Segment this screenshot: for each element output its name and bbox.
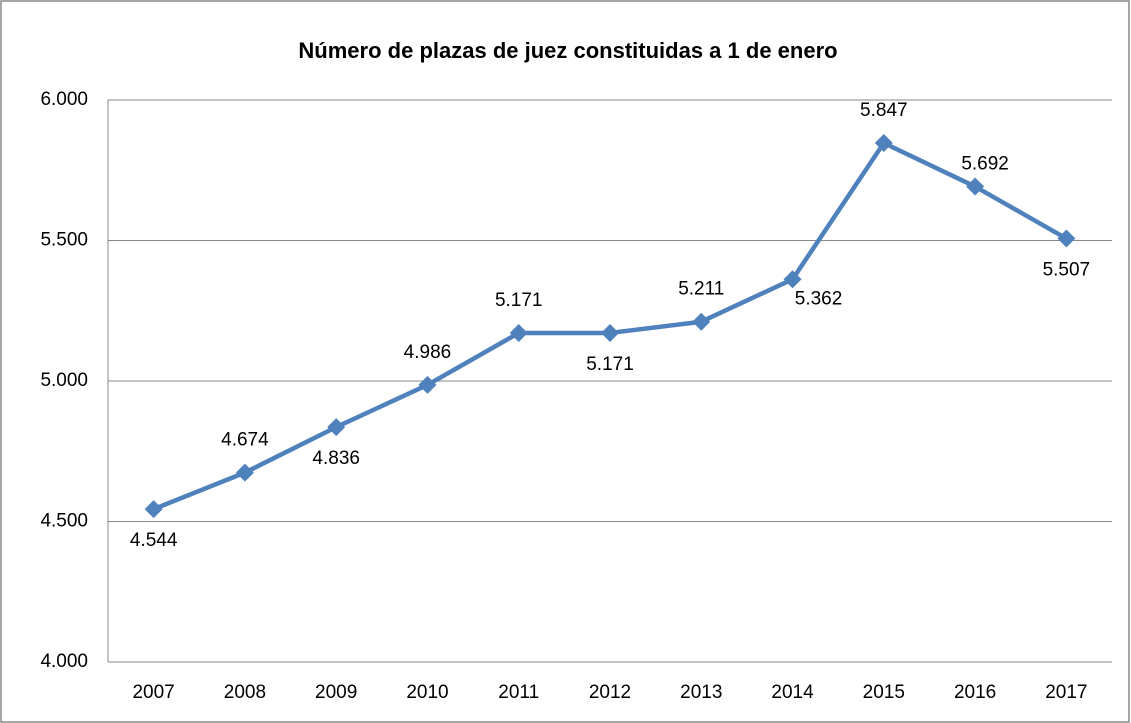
y-tick-label: 5.500 bbox=[40, 230, 88, 251]
x-tick-label: 2014 bbox=[771, 682, 814, 703]
y-tick-label: 6.000 bbox=[40, 89, 88, 110]
marker bbox=[509, 323, 528, 342]
data-label: 4.544 bbox=[130, 530, 178, 551]
data-label: 5.171 bbox=[586, 354, 634, 375]
marker bbox=[327, 418, 346, 437]
x-tick-label: 2011 bbox=[498, 682, 539, 703]
x-tick-label: 2010 bbox=[406, 682, 448, 703]
y-tick-label: 4.500 bbox=[40, 511, 88, 532]
data-label: 5.692 bbox=[961, 154, 1009, 175]
marker bbox=[601, 323, 619, 342]
data-label: 5.362 bbox=[795, 288, 843, 309]
marker bbox=[1057, 229, 1076, 248]
x-tick-label: 2016 bbox=[954, 682, 996, 703]
x-tick-label: 2007 bbox=[132, 682, 174, 703]
y-tick-label: 4.000 bbox=[40, 651, 88, 672]
marker bbox=[783, 270, 802, 289]
marker bbox=[144, 500, 163, 519]
marker bbox=[418, 375, 437, 394]
marker bbox=[692, 312, 711, 331]
x-tick-label: 2015 bbox=[863, 682, 905, 703]
x-tick-label: 2009 bbox=[315, 682, 357, 703]
data-label: 4.986 bbox=[404, 342, 452, 363]
x-tick-label: 2013 bbox=[680, 682, 722, 703]
data-label: 5.171 bbox=[495, 290, 543, 311]
data-label: 5.847 bbox=[860, 100, 908, 121]
chart-title: Número de plazas de juez constituidas a … bbox=[298, 38, 837, 63]
x-tick-label: 2012 bbox=[589, 682, 631, 703]
y-tick-label: 5.000 bbox=[40, 370, 88, 391]
x-tick-label: 2008 bbox=[224, 682, 266, 703]
marker bbox=[235, 463, 254, 482]
marker bbox=[966, 177, 985, 196]
data-label: 5.211 bbox=[678, 279, 724, 300]
data-label: 4.836 bbox=[312, 448, 360, 469]
data-label: 4.674 bbox=[221, 430, 269, 451]
marker bbox=[874, 133, 893, 152]
x-tick-label: 2017 bbox=[1045, 682, 1087, 703]
data-label: 5.507 bbox=[1043, 260, 1091, 281]
